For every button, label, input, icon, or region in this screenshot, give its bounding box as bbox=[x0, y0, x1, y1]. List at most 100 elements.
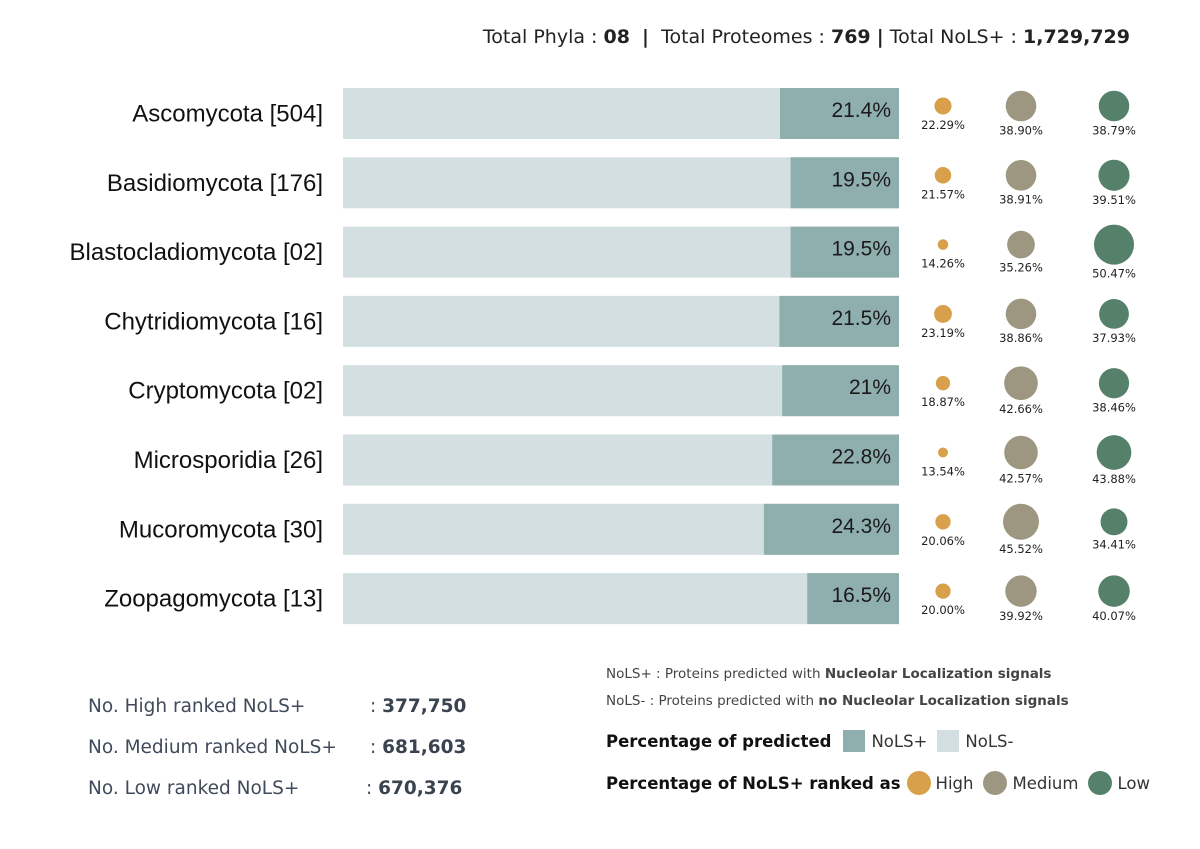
nols-pos-percent-label: 19.5% bbox=[831, 238, 891, 261]
low-count-label: No. Low ranked NoLS+ bbox=[88, 778, 300, 799]
nols-pos-percent-label: 22.8% bbox=[831, 446, 891, 469]
high-ranked-dot bbox=[934, 167, 952, 184]
predicted-legend-title: Percentage of predicted bbox=[606, 731, 832, 751]
high-ranked-dot bbox=[938, 447, 948, 458]
total-nols-value: 1,729,729 bbox=[1023, 26, 1130, 48]
medium-ranked-dot bbox=[1005, 575, 1037, 607]
high-ranked-dot bbox=[934, 97, 952, 115]
total-proteomes-label: Total Proteomes : bbox=[661, 26, 825, 48]
nols-pos-bar bbox=[790, 157, 899, 209]
low-count-value: : 670,376 bbox=[366, 772, 462, 806]
phylum-label: Cryptomycota [02] bbox=[128, 378, 323, 405]
colon: : bbox=[370, 696, 377, 717]
phyla-chart: Ascomycota [504] 21.4% 22.29% 38.90% 38.79% B… bbox=[70, 88, 1136, 625]
low-ranked-label: 43.88% bbox=[1092, 472, 1136, 486]
low-ranked-dot bbox=[1098, 159, 1130, 191]
nols-pos-bar bbox=[772, 434, 899, 486]
nols-pos-percent-label: 24.3% bbox=[831, 515, 891, 538]
nols-pos-percent-label: 16.5% bbox=[831, 584, 891, 607]
definition-bold: no Nucleolar Localization signals bbox=[818, 693, 1069, 709]
legend: NoLS+ : Proteins predicted with Nucleola… bbox=[606, 662, 1160, 795]
nols-pos-swatch bbox=[843, 730, 866, 752]
high-ranked-dot bbox=[937, 239, 949, 250]
phylum-label: Microsporidia [26] bbox=[134, 447, 323, 474]
high-swatch bbox=[906, 771, 931, 795]
high-count-number: 377,750 bbox=[382, 696, 467, 717]
medium-ranked-dot bbox=[1005, 298, 1037, 330]
high-ranked-label: 22.29% bbox=[921, 118, 965, 132]
medium-ranked-dot bbox=[1007, 230, 1035, 259]
total-phyla-value: 08 bbox=[603, 26, 630, 48]
nols-neg-legend-label: NoLS- bbox=[965, 731, 1014, 751]
low-ranked-dot bbox=[1100, 508, 1128, 536]
high-ranked-dot bbox=[934, 304, 952, 323]
low-ranked-label: 40.07% bbox=[1092, 609, 1136, 623]
phylum-label: Ascomycota [504] bbox=[132, 101, 323, 128]
medium-ranked-label: 38.86% bbox=[999, 331, 1043, 345]
low-swatch bbox=[1088, 771, 1113, 795]
nols-pos-bar bbox=[807, 573, 899, 625]
ranked-legend: Percentage of NoLS+ ranked as High Mediu… bbox=[606, 771, 1160, 795]
colon: : bbox=[370, 737, 377, 758]
nols-pos-bar bbox=[780, 88, 899, 139]
nols-pos-percent-label: 21.4% bbox=[831, 99, 891, 122]
nols-pos-bar bbox=[782, 365, 899, 417]
high-ranked-label: 18.87% bbox=[921, 395, 965, 409]
low-legend-label: Low bbox=[1117, 773, 1150, 793]
totals-header: Total Phyla : 08 | Total Proteomes : 769… bbox=[483, 26, 1130, 48]
phylum-label: Blastocladiomycota [02] bbox=[70, 239, 323, 266]
medium-ranked-label: 38.91% bbox=[999, 193, 1043, 207]
medium-legend-label: Medium bbox=[1012, 773, 1079, 793]
total-proteomes-value: 769 bbox=[830, 26, 871, 48]
medium-ranked-label: 42.66% bbox=[999, 402, 1043, 416]
predicted-legend: Percentage of predicted NoLS+ NoLS- bbox=[606, 730, 1160, 752]
totals-separator: | bbox=[642, 26, 649, 48]
medium-swatch bbox=[983, 771, 1008, 795]
low-ranked-dot bbox=[1094, 224, 1134, 265]
nols-neg-swatch bbox=[937, 730, 960, 752]
medium-ranked-label: 45.52% bbox=[999, 542, 1043, 556]
phylum-label: Basidiomycota [176] bbox=[107, 170, 323, 197]
total-phyla-label: Total Phyla : bbox=[482, 26, 598, 48]
high-ranked-label: 13.54% bbox=[921, 465, 965, 479]
nols-pos-percent-label: 21.5% bbox=[831, 307, 891, 330]
high-ranked-label: 20.00% bbox=[921, 603, 965, 617]
colon: : bbox=[366, 778, 373, 799]
totals-separator: | bbox=[876, 26, 884, 48]
medium-ranked-dot bbox=[1005, 159, 1037, 191]
high-ranked-dot bbox=[935, 376, 951, 391]
low-ranked-label: 37.93% bbox=[1092, 331, 1136, 345]
medium-ranked-dot bbox=[1003, 503, 1039, 540]
nols-pos-bar bbox=[779, 295, 899, 347]
low-ranked-label: 38.79% bbox=[1092, 123, 1136, 137]
high-legend-label: High bbox=[935, 773, 974, 793]
medium-ranked-dot bbox=[1005, 90, 1037, 122]
nols-pos-legend-label: NoLS+ bbox=[871, 731, 928, 751]
phylum-label: Zoopagomycota [13] bbox=[104, 586, 323, 613]
total-nols-label: Total NoLS+ : bbox=[889, 26, 1017, 48]
nols-pos-definition: NoLS+ : Proteins predicted with Nucleola… bbox=[606, 662, 1160, 689]
phylum-label: Chytridiomycota [16] bbox=[104, 308, 323, 335]
nols-pos-percent-label: 19.5% bbox=[831, 168, 891, 191]
nols-pos-percent-label: 21% bbox=[849, 376, 891, 399]
low-ranked-dot bbox=[1096, 435, 1132, 470]
high-ranked-label: 23.19% bbox=[921, 326, 965, 340]
low-ranked-label: 39.51% bbox=[1092, 193, 1136, 207]
nols-neg-bar bbox=[343, 573, 899, 625]
definition-text: NoLS+ : Proteins predicted with bbox=[606, 666, 825, 682]
low-count-number: 670,376 bbox=[378, 778, 463, 799]
high-count-value: : 377,750 bbox=[370, 690, 466, 724]
medium-count-number: 681,603 bbox=[382, 737, 467, 758]
nols-pos-bar bbox=[790, 226, 899, 278]
medium-ranked-label: 35.26% bbox=[999, 260, 1043, 274]
high-ranked-dot bbox=[935, 514, 951, 530]
low-ranked-dot bbox=[1099, 298, 1129, 329]
medium-count-label: No. Medium ranked NoLS+ bbox=[88, 737, 337, 758]
ranked-legend-title: Percentage of NoLS+ ranked as bbox=[606, 773, 901, 793]
medium-ranked-dot bbox=[1004, 366, 1038, 401]
definition-bold: Nucleolar Localization signals bbox=[824, 666, 1052, 682]
medium-count-value: : 681,603 bbox=[370, 731, 466, 765]
nols-pos-bar bbox=[763, 503, 899, 555]
low-ranked-dot bbox=[1098, 90, 1130, 122]
nols-neg-definition: NoLS- : Proteins predicted with no Nucle… bbox=[606, 689, 1160, 716]
